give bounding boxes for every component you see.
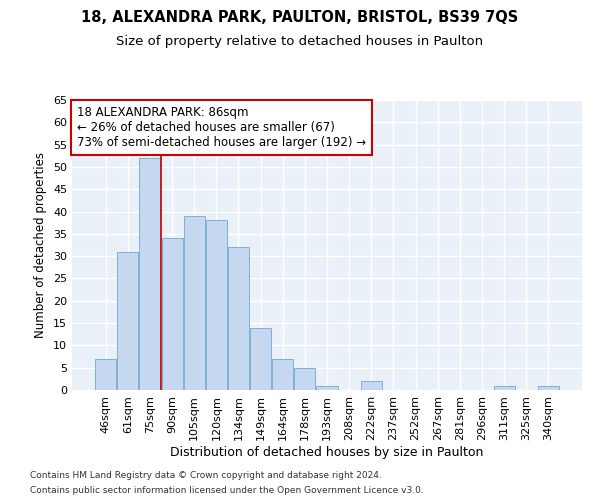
Bar (538, 386, 559, 390)
Bar (206, 220, 227, 390)
Bar (250, 328, 271, 390)
Bar (316, 386, 338, 390)
Bar (295, 368, 316, 390)
Text: 18 ALEXANDRA PARK: 86sqm
← 26% of detached houses are smaller (67)
73% of semi-d: 18 ALEXANDRA PARK: 86sqm ← 26% of detach… (77, 106, 366, 149)
Bar (139, 158, 160, 390)
Text: 18, ALEXANDRA PARK, PAULTON, BRISTOL, BS39 7QS: 18, ALEXANDRA PARK, PAULTON, BRISTOL, BS… (82, 10, 518, 25)
Text: Contains public sector information licensed under the Open Government Licence v3: Contains public sector information licen… (30, 486, 424, 495)
Bar (184, 216, 205, 390)
Text: Contains HM Land Registry data © Crown copyright and database right 2024.: Contains HM Land Registry data © Crown c… (30, 471, 382, 480)
Bar (95, 359, 116, 390)
Bar (118, 252, 139, 390)
Bar (494, 386, 515, 390)
Y-axis label: Number of detached properties: Number of detached properties (34, 152, 47, 338)
Bar (161, 238, 182, 390)
Bar (228, 247, 249, 390)
Bar (361, 381, 382, 390)
Bar (272, 359, 293, 390)
X-axis label: Distribution of detached houses by size in Paulton: Distribution of detached houses by size … (170, 446, 484, 458)
Text: Size of property relative to detached houses in Paulton: Size of property relative to detached ho… (116, 35, 484, 48)
